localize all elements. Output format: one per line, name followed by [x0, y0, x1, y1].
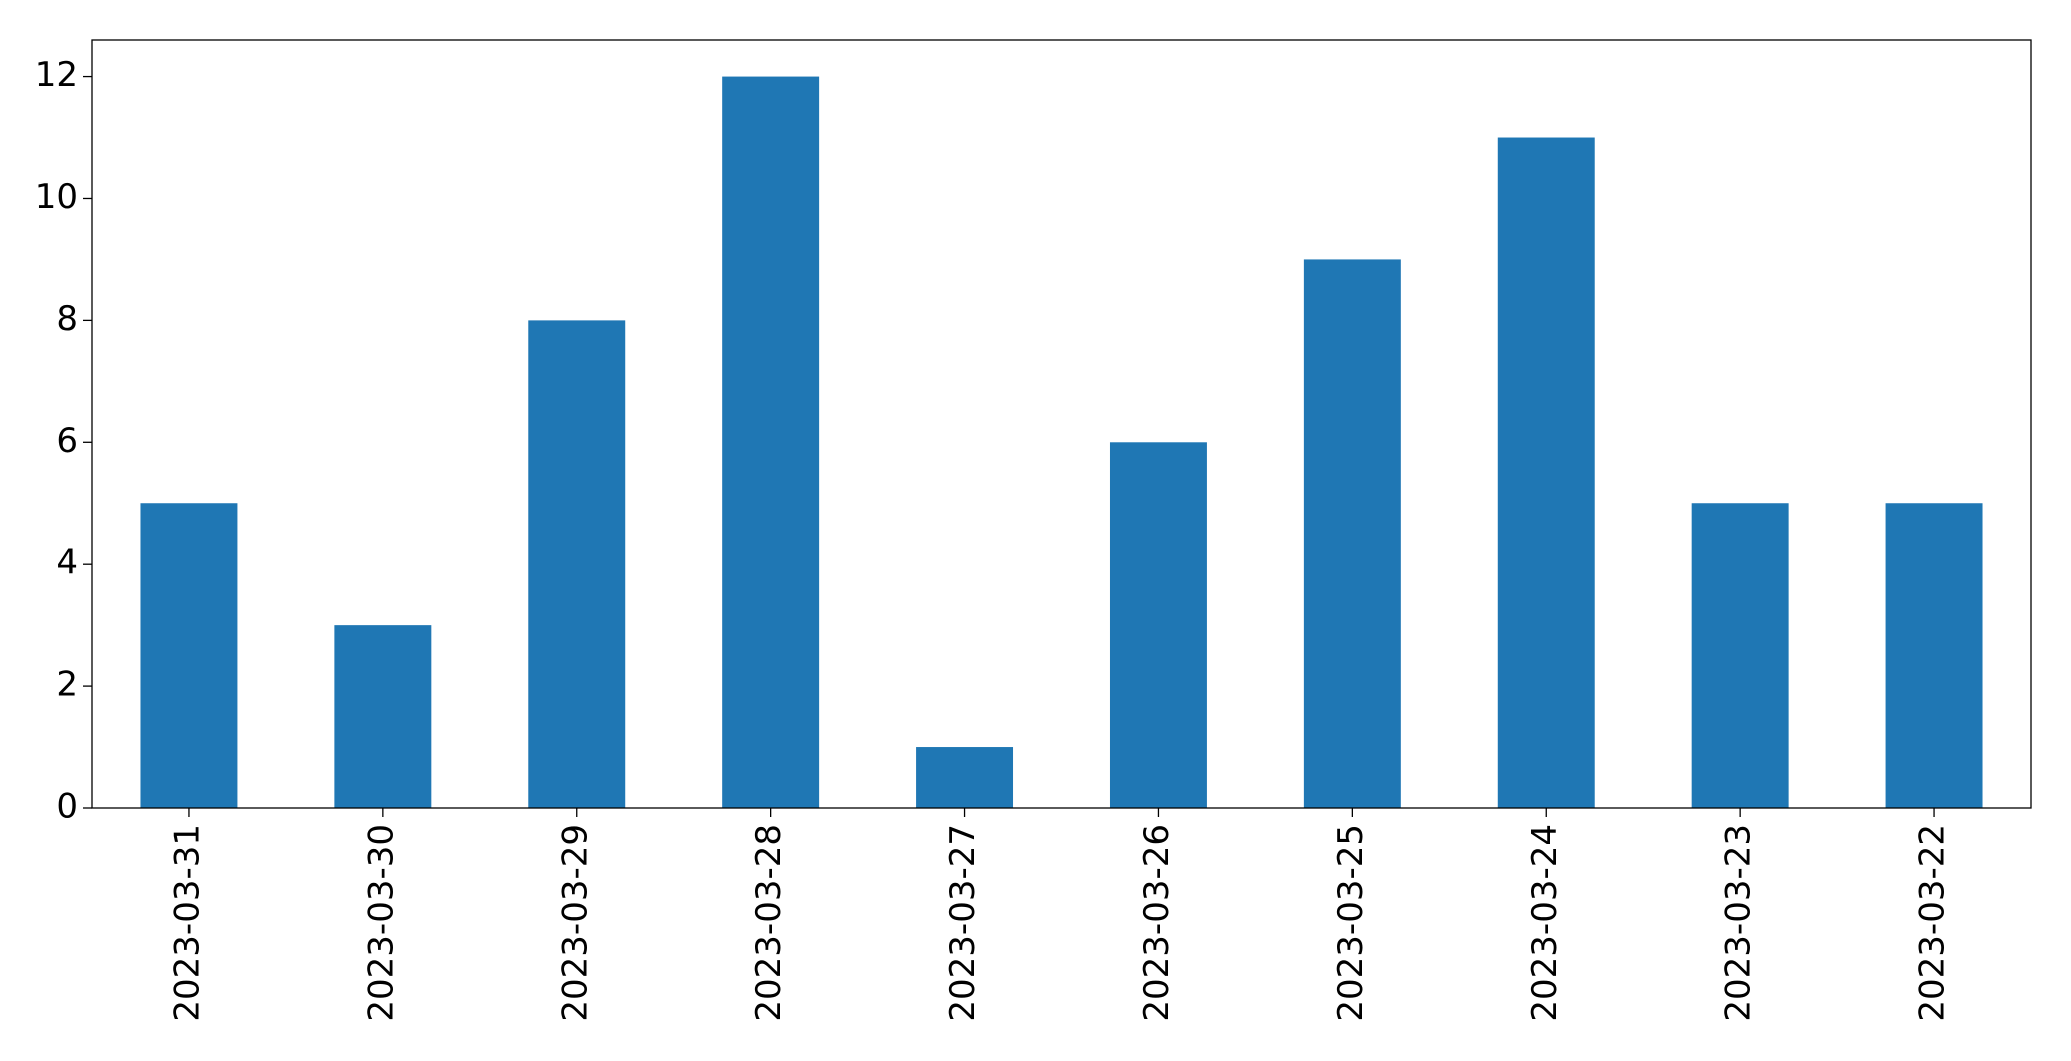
y-tick-label: 10 — [35, 177, 78, 217]
bar — [1497, 137, 1595, 808]
x-tick-label: 2023-03-28 — [749, 824, 789, 1022]
bar — [140, 503, 238, 808]
bar — [334, 625, 432, 808]
bar — [1691, 503, 1789, 808]
x-tick-label: 2023-03-22 — [1913, 824, 1953, 1022]
x-tick-label: 2023-03-24 — [1525, 824, 1565, 1022]
bar — [1109, 442, 1207, 808]
y-tick-label: 0 — [56, 787, 78, 827]
x-tick-label: 2023-03-29 — [555, 824, 595, 1022]
y-tick-label: 8 — [56, 299, 78, 339]
x-tick-label: 2023-03-27 — [943, 824, 983, 1022]
y-tick-label: 4 — [56, 543, 78, 583]
x-tick-label: 2023-03-30 — [361, 824, 401, 1022]
x-tick-label: 2023-03-26 — [1137, 824, 1177, 1022]
x-tick-label: 2023-03-23 — [1719, 824, 1759, 1022]
axes-frame — [91, 39, 2032, 809]
y-tick-label: 12 — [35, 55, 78, 95]
bar — [916, 747, 1014, 808]
bar — [722, 76, 820, 809]
x-tick-label: 2023-03-25 — [1331, 824, 1371, 1022]
x-tick-label: 2023-03-31 — [167, 824, 207, 1022]
bar — [1885, 503, 1983, 808]
y-tick-label: 2 — [56, 665, 78, 705]
y-tick-label: 6 — [56, 421, 78, 461]
bar — [1303, 259, 1401, 808]
bar — [528, 320, 626, 808]
